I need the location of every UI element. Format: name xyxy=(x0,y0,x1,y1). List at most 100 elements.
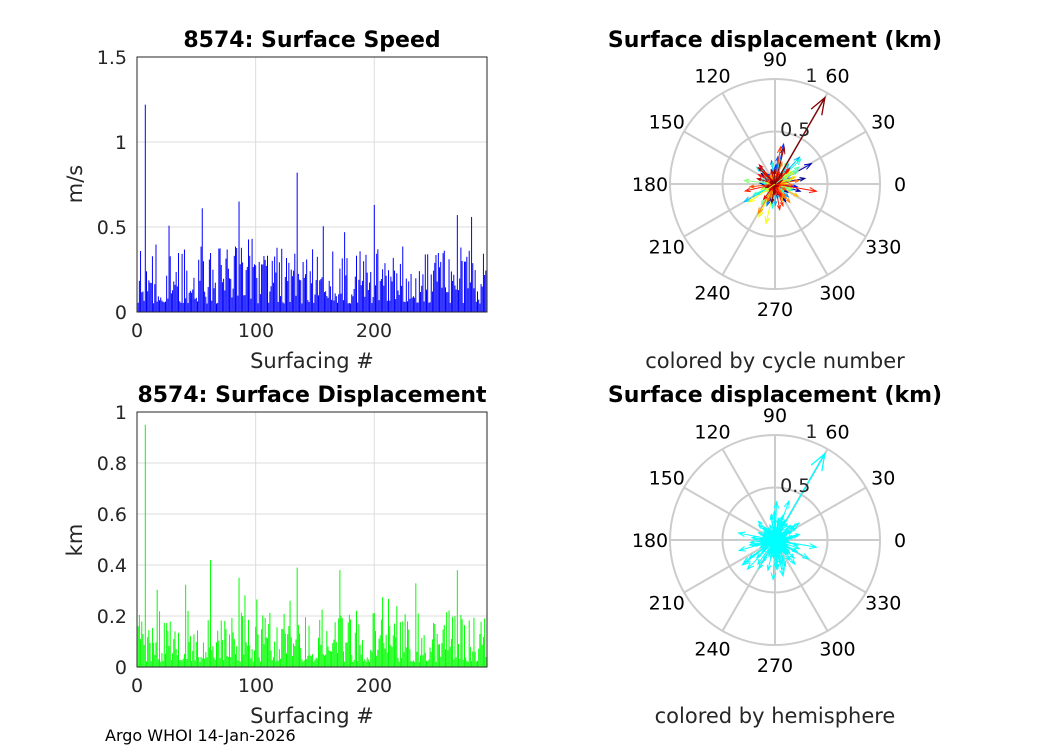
arrow-head xyxy=(785,167,791,173)
speed-yticks: 0 0.5 1 1.5 xyxy=(97,47,127,324)
arrow-head xyxy=(808,543,818,550)
polar2-angle-label: 240 xyxy=(694,638,730,660)
arrow-head xyxy=(777,559,782,566)
arrow-head xyxy=(770,572,777,581)
polar2-radius-label: 0.5 xyxy=(780,475,810,497)
polar2-arrows xyxy=(737,451,826,581)
arrow-head xyxy=(783,522,789,528)
displacement-arrow xyxy=(745,183,776,192)
arrow-head xyxy=(743,196,751,203)
arrow-head xyxy=(785,555,791,562)
polar1-angle-label: 30 xyxy=(871,112,895,134)
arrow-head xyxy=(772,509,777,517)
arrow-head xyxy=(766,564,772,572)
arrow-head xyxy=(791,176,797,180)
speed-xtick-label: 0 xyxy=(131,320,143,342)
arrow-head xyxy=(810,451,826,472)
polar2-angle-label: 120 xyxy=(694,422,730,444)
displacement-arrow xyxy=(774,539,788,549)
arrow-head xyxy=(803,162,813,170)
arrow-head xyxy=(779,201,784,208)
arrow-head xyxy=(757,532,763,536)
arrow-head xyxy=(757,524,763,529)
arrow-head xyxy=(764,216,771,225)
arrow-head xyxy=(791,548,798,553)
displacement-arrow xyxy=(774,539,817,548)
arrow-head xyxy=(761,181,767,186)
arrow-head xyxy=(768,530,773,536)
polar-spoke xyxy=(721,448,776,541)
speed-xticks: 0 100 200 xyxy=(131,320,392,342)
arrow-head xyxy=(775,517,780,523)
arrow-head xyxy=(757,520,763,526)
arrow-head xyxy=(737,531,746,537)
polar1-arrows xyxy=(742,95,826,225)
speed-axes-frame xyxy=(136,56,488,313)
polar2-angle-labels: 0 30 60 90 120 150 180 210 240 270 300 3… xyxy=(632,405,906,677)
arrow-head xyxy=(752,191,758,196)
arrow-head xyxy=(793,534,799,539)
polar1-angle-label: 240 xyxy=(694,282,730,304)
polar1-grid xyxy=(669,78,881,290)
arrow-head xyxy=(786,524,792,530)
arrow-head xyxy=(783,544,789,549)
polar1-angle-label: 210 xyxy=(649,237,685,259)
disp-bars xyxy=(137,424,488,667)
polar2-angle-label: 90 xyxy=(763,405,787,427)
polar-spoke xyxy=(683,539,776,594)
arrow-head xyxy=(751,543,758,547)
disp-xtick-label: 100 xyxy=(238,675,274,697)
arrow-head xyxy=(783,546,789,552)
polar1-angle-label: 120 xyxy=(694,66,730,88)
polar1-angle-label: 300 xyxy=(819,282,855,304)
displacement-arrow xyxy=(757,539,776,565)
arrow-head xyxy=(756,558,763,566)
disp-ytick-label: 0.6 xyxy=(97,504,127,526)
polar2-angle-label: 210 xyxy=(649,593,685,615)
polar2-angle-label: 30 xyxy=(871,468,895,490)
arrow-head xyxy=(782,186,788,191)
arrow-head xyxy=(770,161,775,167)
arrow-head xyxy=(795,188,802,193)
arrow-head xyxy=(771,528,776,535)
arrow-head xyxy=(783,499,790,509)
arrow-head xyxy=(784,193,790,198)
arrow-head xyxy=(772,543,777,549)
speed-title: 8574: Surface Speed xyxy=(183,28,440,53)
arrow-head xyxy=(793,170,800,176)
footer-credit: Argo WHOI 14-Jan-2026 xyxy=(105,726,296,745)
arrow-head xyxy=(793,192,800,197)
polar1-title: Surface displacement (km) xyxy=(608,28,942,53)
polar2-angle-label: 0 xyxy=(894,530,906,552)
polar1-angle-label: 0 xyxy=(894,174,906,196)
arrow-head xyxy=(789,553,796,560)
polar2-angle-label: 60 xyxy=(825,422,849,444)
arrow-head xyxy=(748,197,755,203)
arrow-head xyxy=(757,207,764,215)
polar2-angle-label: 330 xyxy=(865,593,901,615)
speed-ytick-label: 1.5 xyxy=(97,47,127,69)
polar2-title: Surface displacement (km) xyxy=(608,383,942,408)
speed-ytick-label: 1 xyxy=(115,132,127,154)
displacement-arrow xyxy=(748,539,776,559)
arrow-head xyxy=(781,560,787,568)
arrow-head xyxy=(773,500,780,509)
disp-title: 8574: Surface Displacement xyxy=(137,383,487,408)
disp-plot-area xyxy=(137,412,487,667)
polar1-angle-label: 180 xyxy=(632,174,668,196)
arrow-head xyxy=(771,548,776,555)
disp-ylabel: km xyxy=(63,524,87,557)
disp-xtick-label: 200 xyxy=(356,675,392,697)
displacement-arrow xyxy=(771,183,776,203)
arrow-head xyxy=(762,533,768,538)
polar1-subtitle: colored by cycle number xyxy=(645,349,905,373)
polar1-radius-label: 1 xyxy=(805,65,817,87)
polar1-angle-label: 90 xyxy=(763,49,787,71)
polar1-radius-label: 0.5 xyxy=(780,119,810,141)
arrow-head xyxy=(753,542,760,547)
arrow-head xyxy=(770,198,775,205)
arrow-head xyxy=(769,523,773,530)
disp-xticks: 0 100 200 xyxy=(131,675,392,697)
arrow-head xyxy=(762,195,768,201)
disp-ytick-label: 0.8 xyxy=(97,453,127,475)
